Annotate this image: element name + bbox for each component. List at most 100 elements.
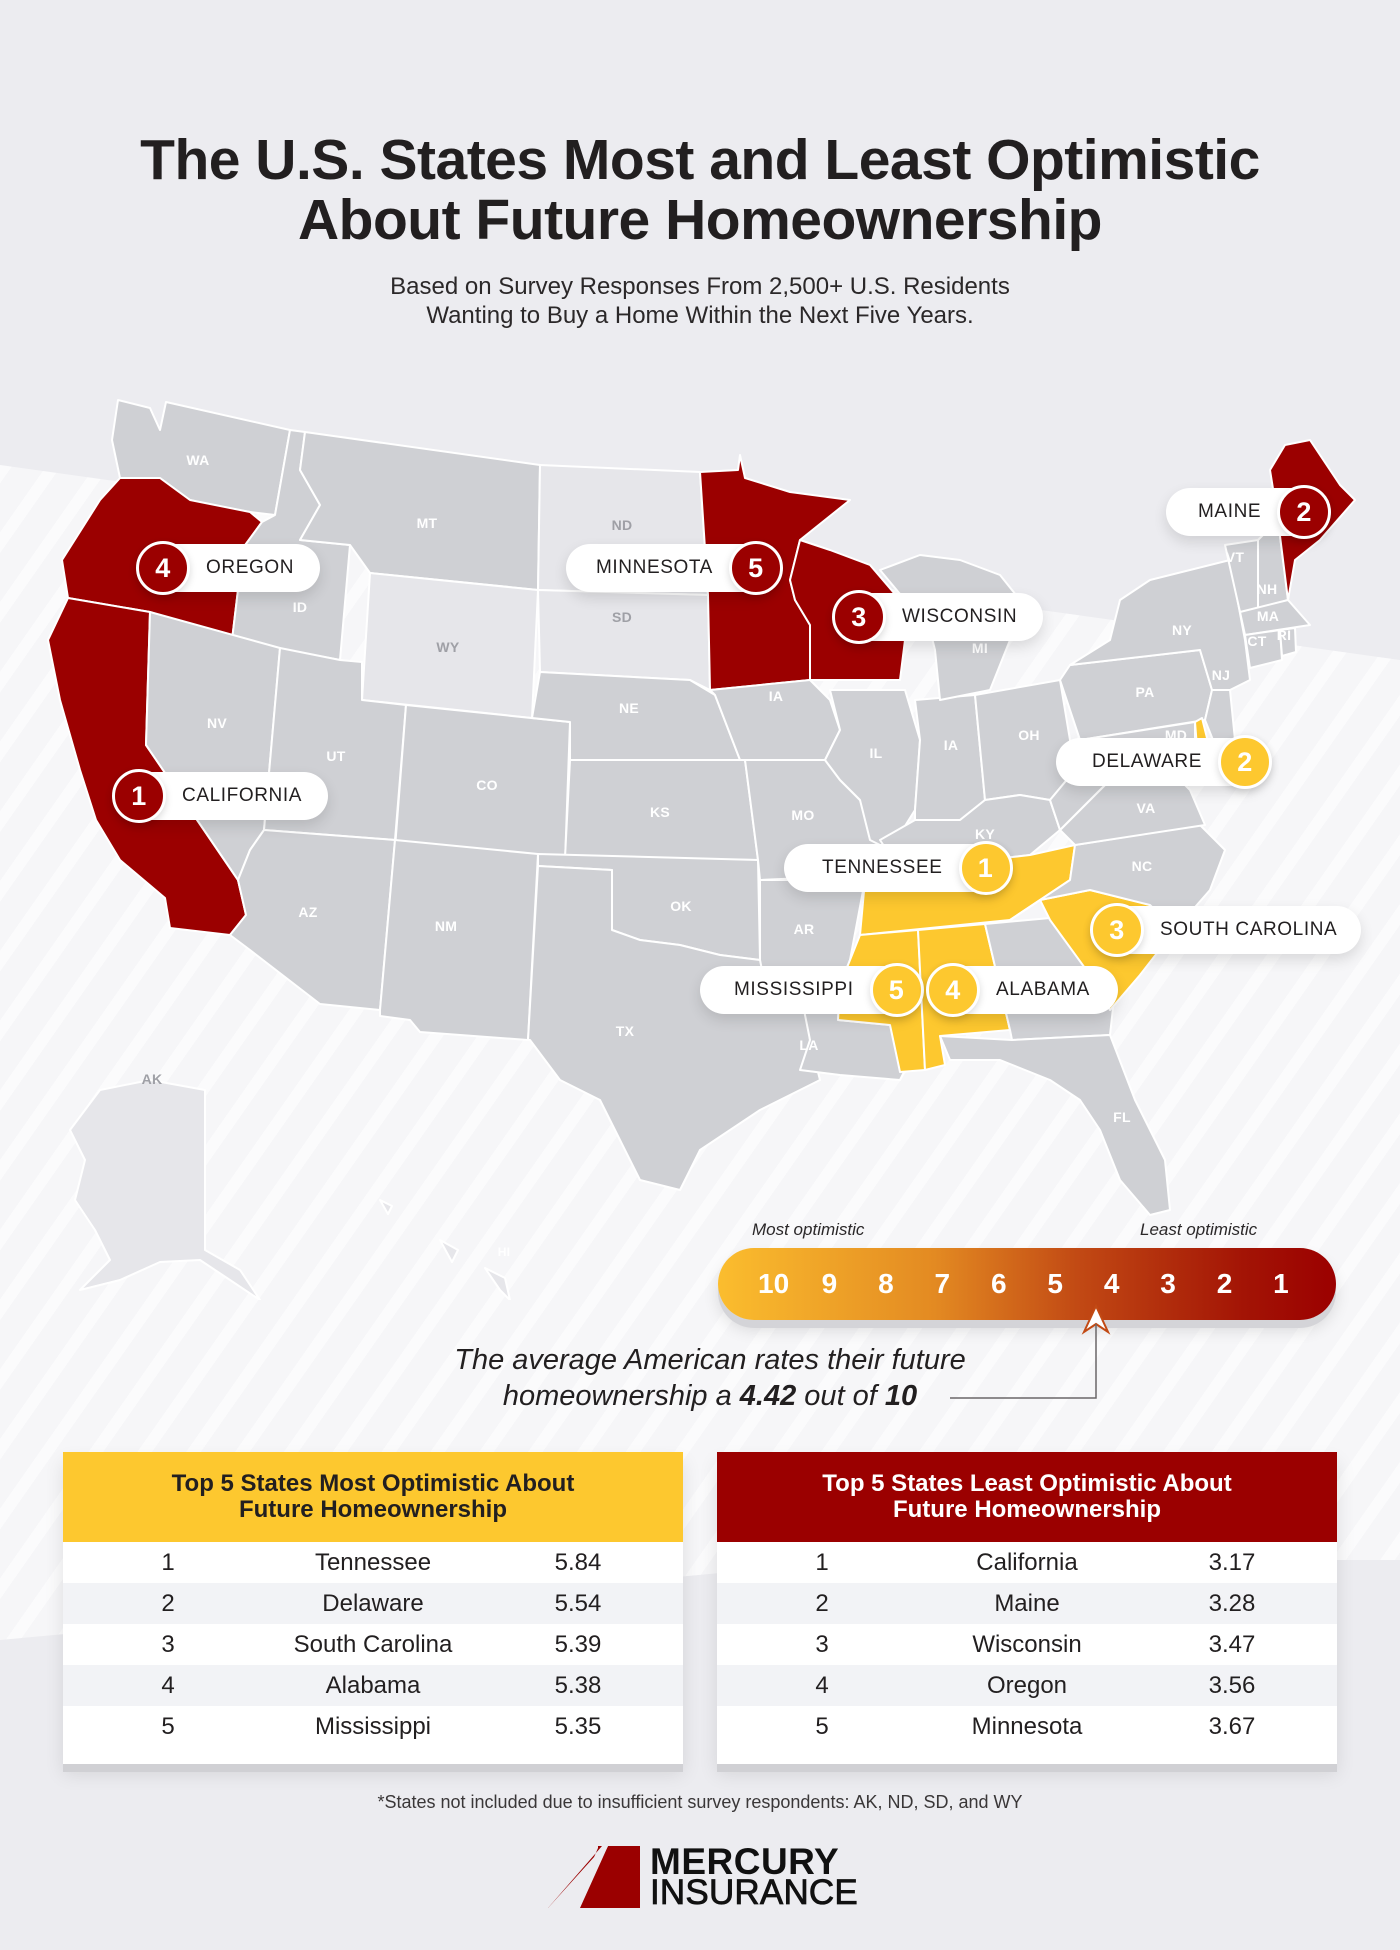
abbr-mo: MO	[791, 807, 815, 823]
abbr-ak: AK	[141, 1071, 163, 1087]
state-cell: Oregon	[986, 1671, 1068, 1699]
abbr-nd: ND	[611, 517, 633, 533]
table-row: 4 Alabama 5.38	[63, 1665, 683, 1706]
callout-label: MAINE	[1198, 501, 1262, 522]
abbr-ks: KS	[649, 804, 671, 820]
abbr-nc: NC	[1131, 858, 1153, 874]
state-hi	[379, 1199, 511, 1300]
callout-label: CALIFORNIA	[182, 785, 303, 806]
score-cell: 3.28	[1208, 1589, 1256, 1617]
average-rating-text: The average American rates their future …	[340, 1342, 1080, 1414]
rank-badge: 2	[1218, 735, 1273, 789]
rank-cell: 4	[815, 1671, 829, 1699]
scale-tick: 1	[1273, 1268, 1289, 1299]
rank-badge: 3	[832, 590, 886, 644]
title-line-1: The U.S. States Most and Least Optimisti…	[140, 128, 1260, 192]
abbr-wa: WA	[186, 452, 210, 468]
callout-alabama: 4 ALABAMA	[926, 963, 1118, 1017]
footnote: *States not included due to insufficient…	[377, 1792, 1023, 1812]
abbr-fl: FL	[1113, 1109, 1131, 1125]
scale-tick: 3	[1160, 1268, 1176, 1299]
page-subtitle: Based on Survey Responses From 2,500+ U.…	[0, 272, 1400, 330]
callout-california: 1 CALIFORNIA	[112, 769, 329, 823]
abbr-oh: OH	[1018, 727, 1040, 743]
table-row: 3 Wisconsin 3.47	[717, 1624, 1337, 1665]
abbr-ne: NE	[618, 700, 640, 716]
rank-cell: 3	[161, 1630, 175, 1658]
heading-line-2: Future Homeownership	[892, 1496, 1162, 1523]
rank-cell: 3	[815, 1630, 829, 1658]
scale-tick: 7	[934, 1268, 951, 1299]
state-cell: California	[976, 1548, 1078, 1576]
callout-mississippi: MISSISSIPPI 5	[700, 963, 924, 1017]
page-title: The U.S. States Most and Least Optimisti…	[0, 130, 1400, 250]
title-line-2: About Future Homeownership	[298, 188, 1102, 252]
rank-cell: 2	[815, 1589, 829, 1617]
callout-label: MISSISSIPPI	[734, 979, 854, 1000]
abbr-la: LA	[799, 1037, 819, 1053]
abbr-wy: WY	[436, 639, 460, 655]
abbr-az: AZ	[298, 904, 318, 920]
rank-badge: 3	[1090, 903, 1144, 957]
average-pointer-icon	[950, 1303, 1111, 1399]
mercury-logo-icon	[548, 1846, 640, 1908]
rank-cell: 1	[161, 1548, 175, 1576]
table-heading: Top 5 States Most Optimistic About Futur…	[63, 1452, 683, 1542]
callout-label: WISCONSIN	[902, 606, 1018, 627]
score-cell: 5.84	[554, 1548, 602, 1576]
average-line-2: homeownership a 4.42 out of 10	[340, 1378, 1080, 1414]
abbr-nv: NV	[206, 715, 228, 731]
subtitle-line-1: Based on Survey Responses From 2,500+ U.…	[390, 273, 1010, 300]
rank-badge: 4	[926, 963, 980, 1017]
abbr-nh: NH	[1256, 581, 1278, 597]
state-cell: Alabama	[325, 1671, 421, 1699]
table-least-optimistic: Top 5 States Least Optimistic About Futu…	[717, 1452, 1337, 1764]
table-row: 4 Oregon 3.56	[717, 1665, 1337, 1706]
average-prefix: homeownership a	[502, 1380, 740, 1412]
scale-tick: 6	[990, 1268, 1007, 1299]
abbr-il: IL	[869, 745, 883, 761]
table-row: 2 Maine 3.28	[717, 1583, 1337, 1624]
state-cell: Minnesota	[971, 1712, 1083, 1740]
logo-wordmark: MERCURY INSURANCE	[650, 1843, 859, 1910]
abbr-in: IA	[943, 737, 959, 753]
callout-delaware: DELAWARE 2	[1056, 735, 1273, 789]
callout-label: DELAWARE	[1092, 751, 1203, 772]
heading-line-1: Top 5 States Least Optimistic About	[822, 1470, 1232, 1497]
callout-label: SOUTH CAROLINA	[1160, 919, 1338, 940]
table-row: 3 South Carolina 5.39	[63, 1624, 683, 1665]
rank-badge: 2	[1277, 485, 1332, 539]
abbr-tx: TX	[615, 1023, 635, 1039]
abbr-ia: IA	[768, 688, 784, 704]
state-cell: Maine	[994, 1589, 1060, 1617]
average-value: 4.42	[739, 1380, 797, 1412]
abbr-hi: HI	[497, 1245, 511, 1259]
table-most-optimistic: Top 5 States Most Optimistic About Futur…	[63, 1452, 683, 1764]
abbr-va: VA	[1136, 800, 1156, 816]
score-cell: 5.39	[554, 1630, 602, 1658]
rank-cell: 4	[161, 1671, 175, 1699]
scale-tick: 10	[758, 1268, 790, 1299]
abbr-co: CO	[476, 777, 498, 793]
abbr-mi: MI	[971, 640, 989, 656]
table-row: 1 Tennessee 5.84	[63, 1542, 683, 1583]
abbr-id: ID	[292, 599, 308, 615]
average-middle: out of	[796, 1380, 885, 1412]
callout-label: ALABAMA	[996, 979, 1090, 1000]
score-cell: 3.56	[1208, 1671, 1256, 1699]
table-heading: Top 5 States Least Optimistic About Futu…	[717, 1452, 1337, 1542]
score-cell: 5.54	[554, 1589, 602, 1617]
scale-tick: 4	[1103, 1268, 1120, 1299]
heading-line-2: Future Homeownership	[238, 1496, 508, 1523]
abbr-nj: NJ	[1211, 667, 1231, 683]
state-cell: Wisconsin	[972, 1630, 1082, 1658]
table-body: 1 California 3.17 2 Maine 3.28 3 Wisconsin 3.4…	[717, 1542, 1337, 1747]
abbr-nm: NM	[434, 918, 458, 934]
state-ma	[1239, 599, 1311, 636]
subtitle-line-2: Wanting to Buy a Home Within the Next Fi…	[426, 302, 974, 329]
state-ct	[1244, 629, 1283, 669]
state-cell: Mississippi	[314, 1712, 431, 1740]
scale-tick: 5	[1047, 1268, 1063, 1299]
state-fl	[939, 1034, 1171, 1216]
state-ak	[69, 1079, 261, 1300]
